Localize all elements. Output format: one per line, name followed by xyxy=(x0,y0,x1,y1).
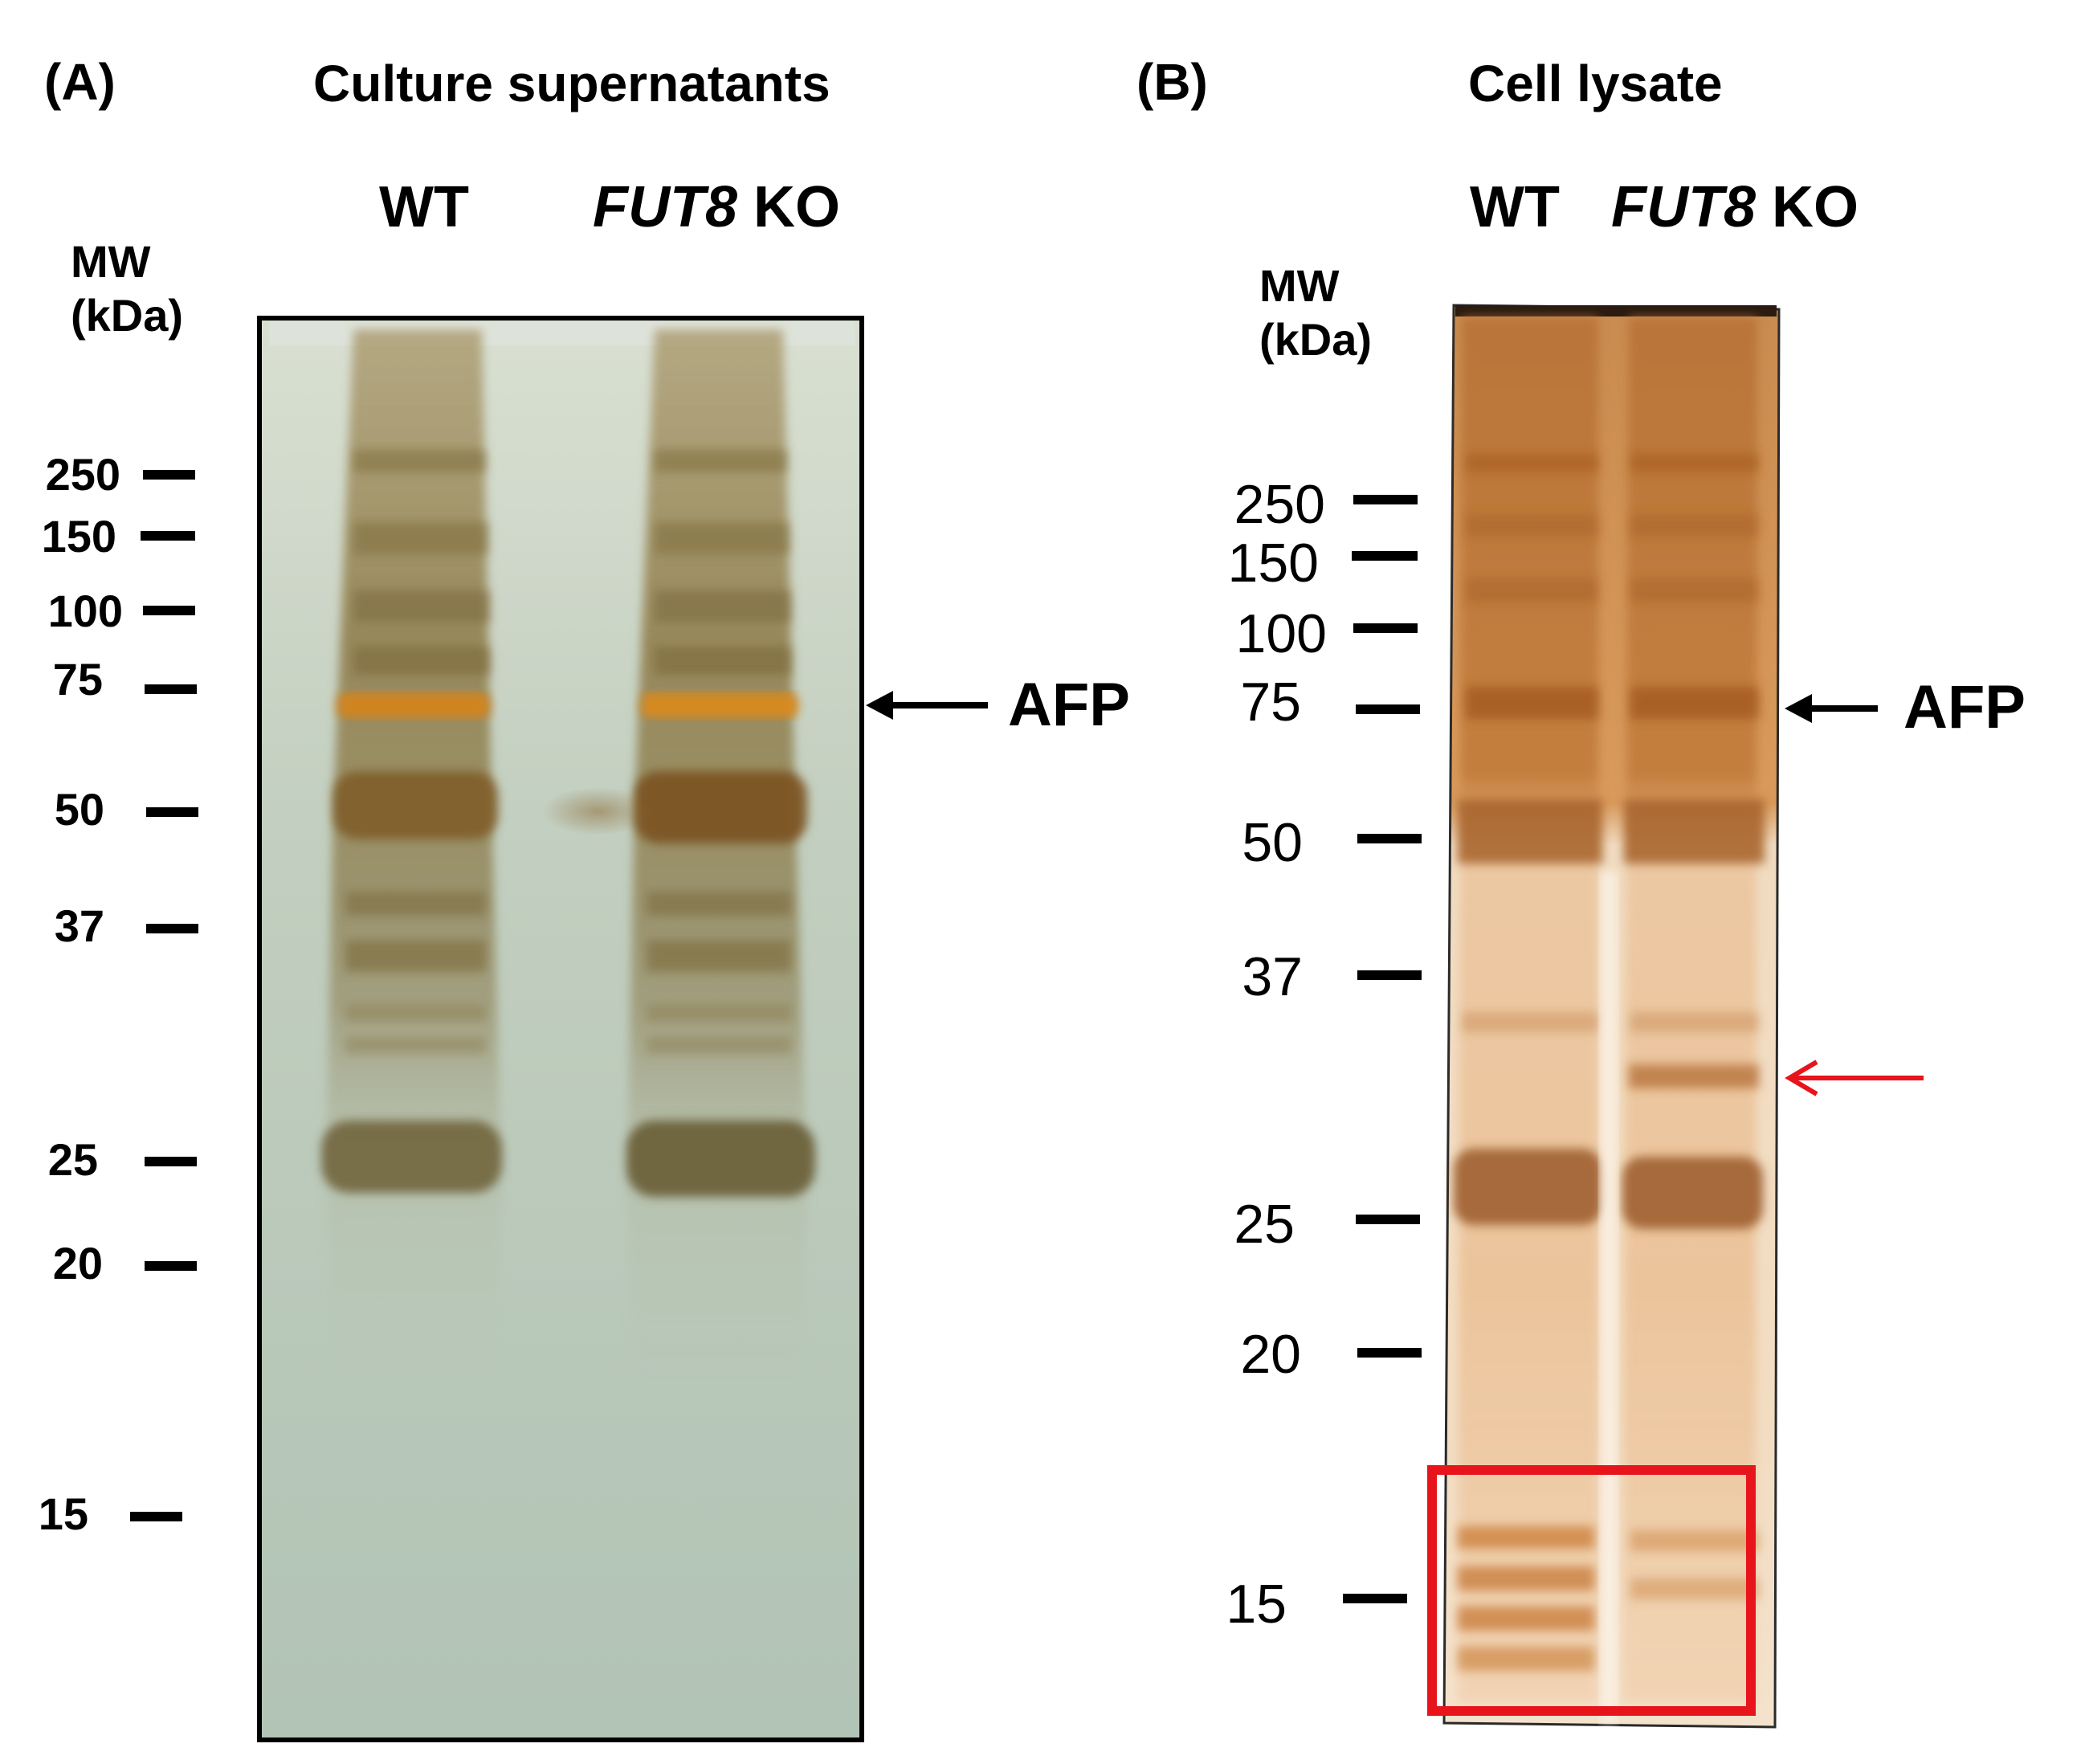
panel-a-marker-250: 250 xyxy=(45,449,120,500)
panel-b-lane-gap xyxy=(1600,872,1618,1723)
panel-a-marker-75: 75 xyxy=(52,654,103,704)
panel-b-lane-wt: WT xyxy=(1470,175,1560,239)
panel-a-afp-band-wt xyxy=(337,692,490,718)
panel-a-afp-arrow xyxy=(866,691,988,720)
panel-b-tick-150 xyxy=(1352,551,1418,561)
panel-b-tick-15 xyxy=(1343,1594,1407,1603)
panel-b-bands-ko xyxy=(1622,454,1765,1599)
panel-a-tick-15 xyxy=(130,1512,182,1521)
panel-b-title: Cell lysate xyxy=(1468,55,1723,112)
panel-a-marker-100: 100 xyxy=(47,586,123,636)
panel-b-tick-100 xyxy=(1353,623,1418,633)
panel-a-letter: (A) xyxy=(44,53,116,111)
panel-a-tick-75 xyxy=(145,684,197,694)
panel-b-marker-250: 250 xyxy=(1234,474,1325,535)
panel-a-afp-band-ko xyxy=(641,692,798,718)
panel-a-tick-50 xyxy=(146,807,198,817)
panel-a-smudge xyxy=(542,787,655,835)
panel-a-mw-header: MW (kDa) xyxy=(71,236,184,341)
panel-b-letter: (B) xyxy=(1136,53,1208,111)
panel-a-lane-ko: FUT8 KO xyxy=(593,175,841,239)
panel-b-bands-wt xyxy=(1454,454,1602,1671)
panel-b-mw-header: MW (kDa) xyxy=(1259,260,1373,365)
panel-b-lane-ko: FUT8 KO xyxy=(1611,175,1859,239)
panel-b-marker-25: 25 xyxy=(1234,1194,1295,1255)
panel-b-marker-75: 75 xyxy=(1240,672,1301,733)
panel-b-lane-wt-smear xyxy=(1458,317,1598,1703)
panel-b-tick-20 xyxy=(1357,1348,1422,1358)
panel-a-marker-50: 50 xyxy=(54,784,104,835)
panel-a-tick-25 xyxy=(145,1157,197,1166)
panel-b-marker-20: 20 xyxy=(1240,1324,1301,1385)
panel-b-highlight-box xyxy=(1427,1465,1756,1716)
panel-b-marker-15: 15 xyxy=(1226,1574,1287,1635)
panel-b-tick-25 xyxy=(1356,1215,1420,1224)
panel-a-marker-25: 25 xyxy=(47,1134,98,1185)
panel-a-gel-border xyxy=(257,316,864,1742)
panel-b-afp-arrow xyxy=(1785,694,1878,723)
panel-a-bands-wt xyxy=(321,450,502,1193)
panel-b-gel xyxy=(1442,304,1781,1729)
panel-b-lane-ko-smear xyxy=(1622,317,1757,1703)
panel-a-tick-100 xyxy=(143,606,195,615)
panel-b-tick-75 xyxy=(1356,704,1420,714)
panel-b-marker-50: 50 xyxy=(1242,812,1303,873)
panel-b-top-edge xyxy=(1455,305,1777,316)
panel-a-tick-150 xyxy=(141,531,195,541)
panel-b-marker-150: 150 xyxy=(1227,533,1319,594)
panel-a-marker-37: 37 xyxy=(54,900,104,951)
panel-a-bands-ko xyxy=(626,450,815,1197)
panel-a-lane-wt-smear xyxy=(325,329,502,1366)
panel-b-marker-37: 37 xyxy=(1242,946,1303,1007)
panel-a-afp-label: AFP xyxy=(1008,671,1130,739)
panel-a-marker-15: 15 xyxy=(38,1488,88,1539)
panel-b-tick-250 xyxy=(1353,495,1418,504)
panel-a-title: Culture supernatants xyxy=(313,55,830,112)
panel-a-tick-20 xyxy=(145,1261,197,1271)
panel-b-marker-100: 100 xyxy=(1235,603,1327,664)
panel-a-tick-250 xyxy=(143,470,195,480)
panel-a-marker-20: 20 xyxy=(52,1238,103,1288)
panel-b-red-arrow xyxy=(1785,1060,1924,1096)
panel-a-tick-37 xyxy=(146,924,198,933)
panel-a-lane-wt: WT xyxy=(379,175,469,239)
panel-b-tick-37 xyxy=(1357,970,1422,980)
panel-a-lane-ko-smear xyxy=(626,329,807,1382)
panel-b-tick-50 xyxy=(1357,834,1422,843)
panel-a-gel xyxy=(257,316,864,1742)
panel-a-marker-150: 150 xyxy=(41,511,116,561)
panel-b-afp-label: AFP xyxy=(1903,673,2026,741)
